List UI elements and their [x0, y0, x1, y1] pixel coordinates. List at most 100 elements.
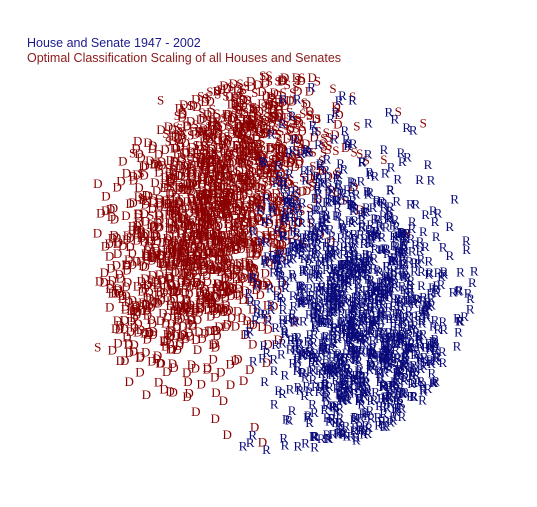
data-point-s: S — [277, 177, 284, 192]
data-point-d: D — [215, 163, 224, 178]
data-point-d: D — [140, 259, 149, 274]
data-point-d: D — [160, 176, 169, 191]
data-point-d: D — [212, 117, 221, 132]
data-point-s: S — [275, 135, 282, 150]
data-point-r: R — [253, 296, 262, 311]
data-point-d: D — [230, 208, 239, 223]
data-point-d: D — [247, 245, 256, 260]
data-point-s: S — [204, 89, 211, 104]
data-point-d: D — [182, 295, 191, 310]
data-point-d: D — [225, 89, 234, 104]
data-point-r: R — [316, 311, 325, 326]
data-point-s: S — [333, 101, 340, 116]
data-point-d: D — [305, 103, 314, 118]
data-point-d: D — [227, 167, 236, 182]
data-point-r: R — [362, 204, 371, 219]
data-point-s: S — [274, 150, 281, 165]
data-point-r: R — [307, 296, 316, 311]
data-point-d: D — [251, 282, 260, 297]
data-point-d: D — [228, 154, 237, 169]
data-point-s: S — [227, 167, 234, 182]
data-point-d: D — [187, 246, 196, 261]
data-point-r: R — [339, 221, 348, 236]
data-point-r: R — [406, 273, 415, 288]
data-point-r: R — [243, 326, 252, 341]
data-point-d: D — [141, 196, 150, 211]
data-point-r: R — [396, 395, 405, 410]
data-point-d: D — [182, 234, 191, 249]
data-point-d: D — [235, 197, 244, 212]
data-point-r: R — [299, 313, 308, 328]
data-point-s: S — [248, 194, 255, 209]
data-point-d: D — [195, 197, 204, 212]
data-point-s: S — [223, 185, 230, 200]
data-point-d: D — [239, 201, 248, 216]
data-point-d: D — [134, 180, 143, 195]
data-point-s: S — [238, 137, 245, 152]
data-point-r: R — [342, 361, 351, 376]
data-point-d: D — [204, 244, 213, 259]
data-point-r: R — [415, 337, 424, 352]
data-point-r: R — [274, 251, 283, 266]
data-point-d: D — [272, 236, 281, 251]
data-point-r: R — [308, 223, 317, 238]
data-point-s: S — [332, 167, 339, 182]
data-point-d: D — [114, 266, 123, 281]
data-point-s: S — [224, 172, 231, 187]
data-point-s: S — [188, 215, 195, 230]
data-point-d: D — [273, 159, 282, 174]
data-point-d: D — [202, 155, 211, 170]
data-point-r: R — [292, 225, 301, 240]
data-point-d: D — [224, 106, 233, 121]
data-point-d: D — [275, 211, 284, 226]
data-point-d: D — [207, 185, 216, 200]
data-point-d: D — [330, 127, 339, 142]
data-point-r: R — [410, 309, 419, 324]
data-point-d: D — [222, 260, 231, 275]
data-point-r: R — [351, 200, 360, 215]
data-point-r: R — [315, 293, 324, 308]
data-point-r: R — [416, 327, 425, 342]
data-point-d: D — [198, 254, 207, 269]
data-point-d: D — [175, 335, 184, 350]
data-point-d: D — [210, 323, 219, 338]
data-point-d: D — [234, 287, 243, 302]
data-point-d: D — [256, 204, 265, 219]
data-point-r: R — [389, 377, 398, 392]
data-point-d: D — [225, 280, 234, 295]
data-point-d: D — [122, 165, 131, 180]
data-point-d: D — [207, 262, 216, 277]
data-point-r: R — [294, 329, 303, 344]
data-point-d: D — [191, 361, 200, 376]
data-point-d: D — [184, 385, 193, 400]
data-point-r: R — [350, 213, 359, 228]
data-point-d: D — [205, 257, 214, 272]
data-point-d: D — [242, 179, 251, 194]
data-point-d: D — [208, 337, 217, 352]
data-point-r: R — [402, 346, 411, 361]
data-point-d: D — [115, 317, 124, 332]
data-point-s: S — [232, 242, 239, 257]
data-point-d: D — [105, 236, 114, 251]
data-point-d: D — [151, 228, 160, 243]
data-point-d: D — [181, 331, 190, 346]
data-point-r: R — [384, 299, 393, 314]
data-point-r: R — [258, 154, 267, 169]
data-point-r: R — [380, 350, 389, 365]
data-point-r: R — [326, 313, 335, 328]
data-point-s: S — [380, 152, 387, 167]
data-point-s: S — [227, 143, 234, 158]
data-point-d: D — [253, 245, 262, 260]
data-point-r: R — [421, 340, 430, 355]
data-point-d: D — [212, 178, 221, 193]
data-point-d: D — [266, 165, 275, 180]
data-point-d: D — [250, 419, 259, 434]
data-point-s: S — [239, 231, 246, 246]
data-point-r: R — [335, 425, 344, 440]
data-point-d: D — [201, 155, 210, 170]
data-point-d: D — [171, 328, 180, 343]
data-point-d: D — [162, 235, 171, 250]
data-point-r: R — [373, 262, 382, 277]
data-point-d: D — [182, 254, 191, 269]
data-point-d: D — [245, 117, 254, 132]
